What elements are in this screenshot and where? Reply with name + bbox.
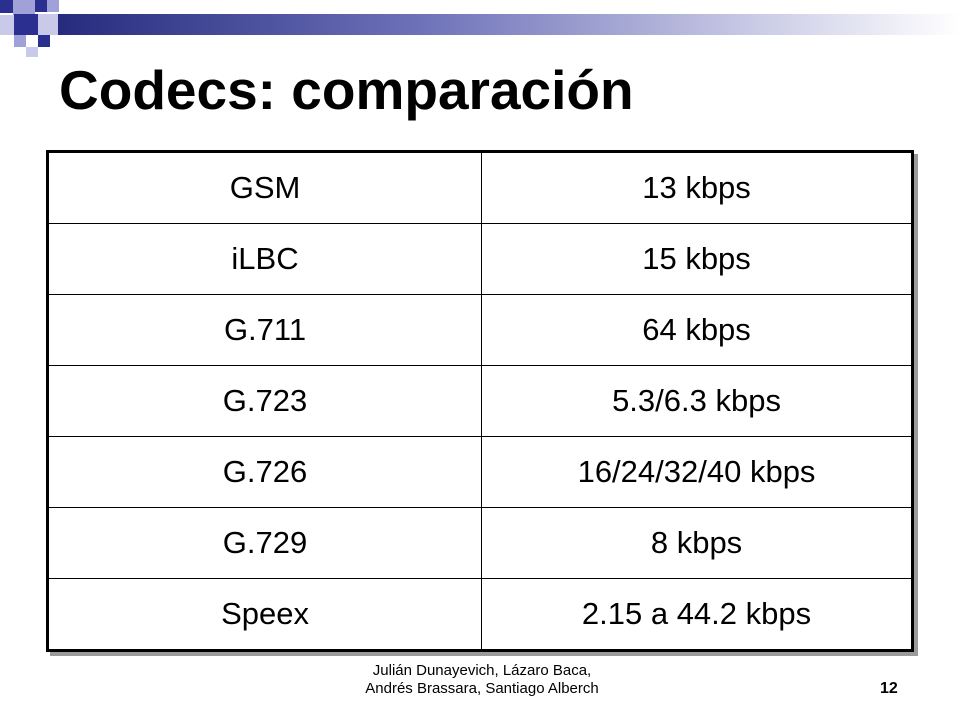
codec-name-cell: GSM <box>46 151 483 224</box>
codec-name-cell: G.729 <box>46 507 483 579</box>
decor-square-2 <box>13 0 35 15</box>
page-number: 12 <box>880 680 898 697</box>
codec-comparison-table: GSM 13 kbps iLBC 15 kbps G.711 64 kbps G.723 5.… <box>46 150 914 652</box>
codec-name-cell: G.711 <box>46 294 483 366</box>
footer-authors: Julián Dunayevich, Lázaro Baca, Andrés B… <box>352 662 612 698</box>
decor-square-1 <box>0 0 13 13</box>
footer-line-2: Andrés Brassara, Santiago Alberch <box>365 680 599 697</box>
table-row: Speex 2.15 a 44.2 kbps <box>46 578 913 651</box>
bitrate-cell: 15 kbps <box>481 223 913 295</box>
decor-square-8 <box>14 35 26 47</box>
slide-title: Codecs: comparación <box>59 59 634 121</box>
table-row: GSM 13 kbps <box>46 151 913 224</box>
codec-name-cell: Speex <box>46 578 483 651</box>
decor-square-9 <box>38 35 50 47</box>
decor-square-4 <box>47 0 59 12</box>
decor-square-10 <box>26 47 38 57</box>
bitrate-cell: 2.15 a 44.2 kbps <box>481 578 913 651</box>
bitrate-cell: 8 kbps <box>481 507 913 579</box>
table-body: GSM 13 kbps iLBC 15 kbps G.711 64 kbps G.723 5.… <box>46 151 913 651</box>
footer-line-1: Julián Dunayevich, Lázaro Baca, <box>372 662 592 679</box>
decor-square-5 <box>14 14 38 35</box>
codec-name-cell: G.723 <box>46 365 483 437</box>
table-row: G.711 64 kbps <box>46 294 913 366</box>
table-row: G.723 5.3/6.3 kbps <box>46 365 913 437</box>
decor-square-7 <box>38 14 58 35</box>
decor-square-6 <box>0 15 14 35</box>
table-row: G.729 8 kbps <box>46 507 913 579</box>
bitrate-cell: 5.3/6.3 kbps <box>481 365 913 437</box>
codec-name-cell: G.726 <box>46 436 483 508</box>
codec-name-cell: iLBC <box>46 223 483 295</box>
bitrate-cell: 13 kbps <box>481 151 913 224</box>
decor-square-3 <box>35 0 47 12</box>
table-row: iLBC 15 kbps <box>46 223 913 295</box>
bitrate-cell: 64 kbps <box>481 294 913 366</box>
bitrate-cell: 16/24/32/40 kbps <box>481 436 913 508</box>
table-row: G.726 16/24/32/40 kbps <box>46 436 913 508</box>
header-gradient-bar <box>58 14 960 35</box>
